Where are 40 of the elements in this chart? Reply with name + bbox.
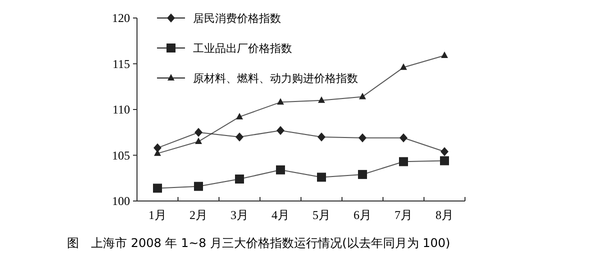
legend-label: 居民消费价格指数 [193,12,281,25]
point [154,143,162,152]
point [400,63,407,70]
y-tick-label: 120 [112,11,130,26]
text: 图 上海市 2008 年 1~8 月三大价格指数运行情况(以去年同月为 100) [67,236,450,250]
point [440,156,449,166]
point [359,92,366,100]
point [358,170,367,179]
point [277,98,284,105]
y-tick-label: 110 [112,102,130,117]
legend-label: 原材料、燃料、动力购进价格指数 [193,72,358,85]
x-tick-label: 4月 [272,208,290,222]
point [318,132,326,142]
x-tick-label: 5月 [312,208,330,222]
point [276,126,284,136]
x-tick-label: 3月 [230,208,248,222]
point [276,165,285,174]
x-tick-label: 8月 [436,208,454,222]
point [440,147,448,156]
x-tick-label: 7月 [394,208,412,222]
point [194,182,203,191]
point [194,128,202,137]
y-tick-label: 105 [112,148,130,162]
point [318,96,325,103]
point [153,184,162,193]
y-tick-label: 115 [112,56,130,71]
x-tick-label: 2月 [190,208,208,222]
point [441,52,448,58]
y-tick-label: 100 [112,194,130,208]
point [195,138,202,144]
point [235,174,244,184]
point [236,132,244,142]
x-tick-label: 6月 [354,208,372,222]
x-tick-label: 1月 [148,208,166,222]
point [358,133,366,142]
point [400,133,408,142]
point [236,112,243,120]
point [317,172,326,182]
point [399,157,408,166]
legend-label: 工业品出厂价格指数 [193,42,292,55]
